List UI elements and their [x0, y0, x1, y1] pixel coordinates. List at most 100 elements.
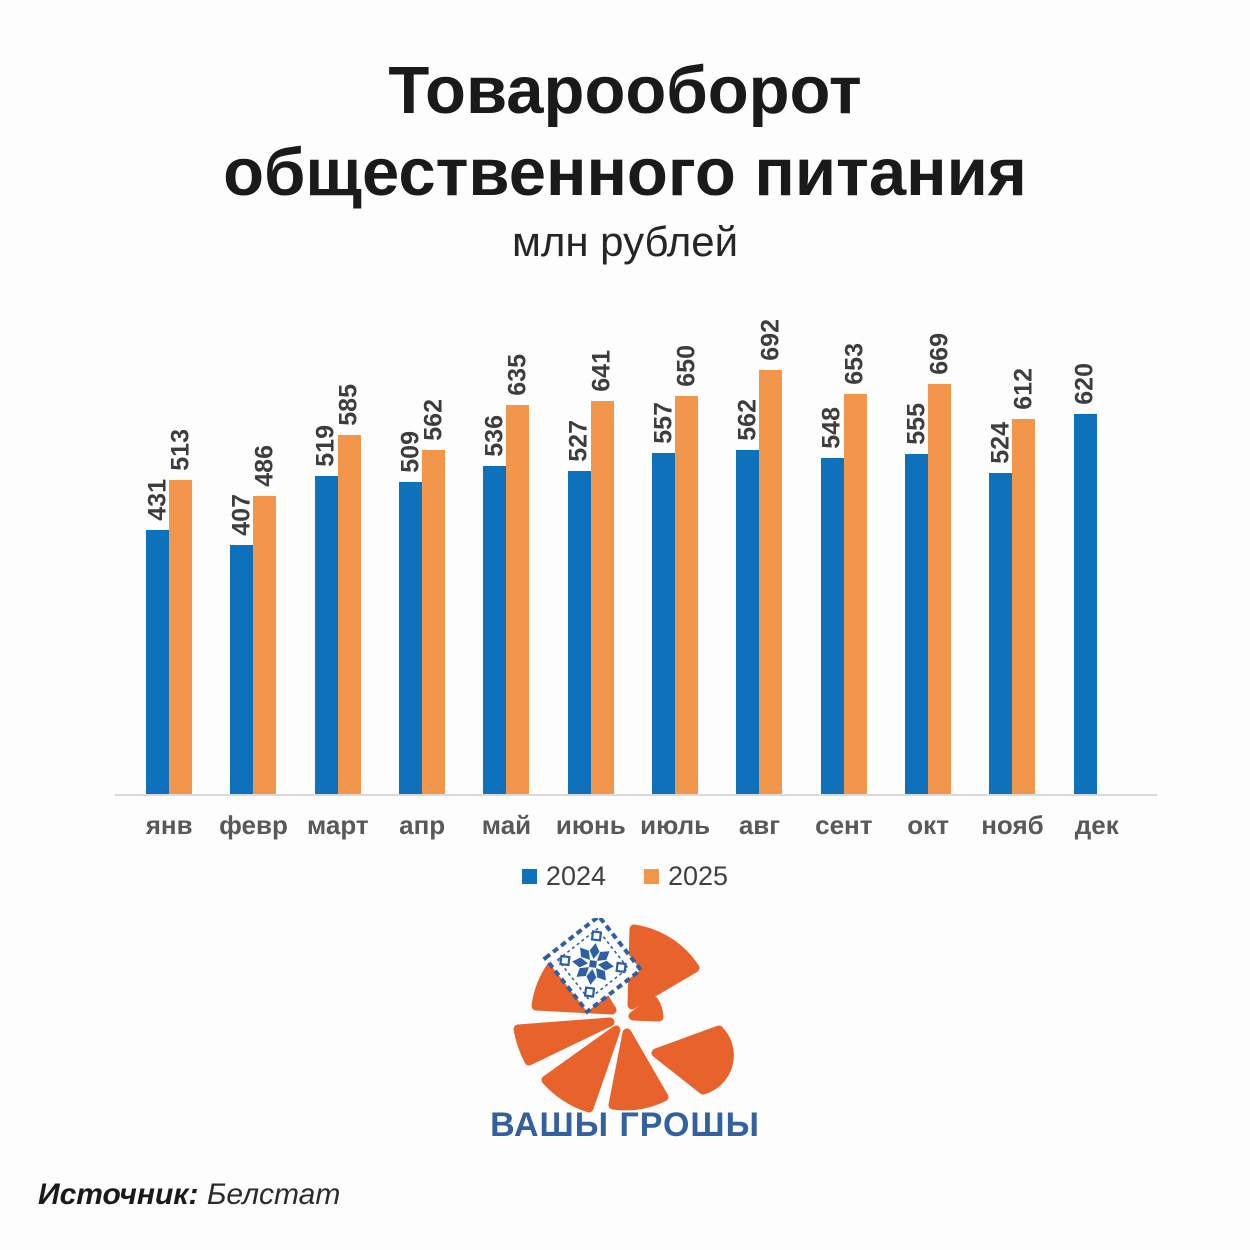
bar-value-label: 612 — [1009, 368, 1038, 410]
ornament-corner-squares — [559, 930, 627, 998]
bar-group-июнь: 527 641 — [549, 350, 633, 794]
bar-2025-июль: 650 — [672, 345, 700, 794]
bar-value-label: 669 — [925, 333, 954, 375]
bar-pair-сент: 548 653 — [818, 343, 869, 794]
bar-2024-март: 519 — [312, 425, 340, 794]
chart-legend: 2024 2025 — [0, 861, 1250, 892]
bar-pair-февр: 407 486 — [227, 445, 278, 794]
legend-label: 2024 — [545, 861, 606, 891]
bar-value-label: 513 — [166, 429, 195, 471]
month-label-дек: дек — [1074, 810, 1119, 840]
legend-swatch-2024 — [521, 869, 537, 884]
bar-pair-июль: 557 650 — [649, 345, 700, 794]
chart-title: Товарооборот общественного питания — [0, 50, 1250, 214]
bar-pair-нояб: 524 612 — [986, 368, 1037, 794]
month-label-окт: окт — [907, 810, 949, 840]
bar-value-label: 527 — [564, 420, 593, 462]
bar-2025-нояб: 612 — [1009, 368, 1037, 794]
logo-wedge-bottom-right — [608, 1028, 669, 1111]
source-value: Белстат — [206, 1178, 341, 1211]
bar-value-label: 641 — [587, 350, 616, 392]
chart-title-line1: Товарооборот — [388, 53, 862, 128]
bar-group-февр: 407 486 — [211, 369, 295, 794]
bar-group-авг: 562 692 — [717, 319, 801, 794]
bar-pair-янв: 431 513 — [143, 429, 194, 794]
bar-pair-дек: 620 — [1071, 363, 1120, 794]
bar-chart-plot: 431 513 407 486 519 585 509 562 536 635 527 641 557 6… — [127, 319, 1139, 794]
logo-wedge-detached-right — [651, 1025, 734, 1095]
bar-value-label: 562 — [733, 399, 762, 441]
bar-pair-май: 536 635 — [480, 354, 531, 794]
legend-label: 2025 — [668, 861, 729, 891]
source-note: Источник: Белстат — [38, 1178, 340, 1212]
month-label-февр: февр — [219, 810, 288, 840]
bar-2024-апр: 509 — [396, 431, 424, 794]
month-label-июнь: июнь — [555, 810, 626, 840]
bar-2025-июнь: 641 — [588, 350, 616, 794]
bar-2025-окт: 669 — [925, 333, 953, 794]
bar-2024-окт: 555 — [902, 403, 930, 794]
bar-pair-март: 519 585 — [312, 384, 363, 794]
month-label-сент: сент — [815, 810, 873, 840]
logo-wordmark: ВАШЫ ГРОШЫ — [490, 1106, 760, 1144]
chart-title-line2: общественного питания — [223, 135, 1027, 210]
bar-2025-янв: 513 — [166, 429, 194, 794]
bar-group-дек: 620 — [1055, 363, 1139, 794]
bar-value-label: 519 — [311, 425, 340, 467]
bar-value-label: 653 — [840, 343, 869, 385]
chart-subtitle: млн рублей — [511, 218, 739, 265]
logo-wedge-small — [628, 996, 664, 1022]
bar-group-сент: 548 653 — [802, 343, 886, 794]
bar-value-label: 486 — [250, 445, 279, 487]
bar-value-label: 536 — [480, 415, 509, 457]
bar-2024-сент: 548 — [818, 407, 846, 794]
legend-item-2025: 2025 — [644, 861, 728, 892]
ornament-inner-border — [556, 927, 630, 1001]
bar-2024-май: 536 — [480, 415, 508, 794]
logo-wedge-bottom — [541, 1025, 621, 1113]
month-label-нояб: нояб — [981, 810, 1044, 840]
bar-2025-сент: 653 — [841, 343, 869, 794]
bar-value-label: 692 — [756, 319, 785, 361]
bar-2024-дек: 620 — [1071, 363, 1099, 794]
legend-item-2024: 2024 — [521, 861, 606, 892]
x-axis-labels: янв февр март апр май июнь июль авг сент окт нояб д… — [127, 808, 1139, 842]
bar-2025-апр: 562 — [419, 399, 447, 794]
bar-pair-окт: 555 669 — [902, 333, 953, 794]
legend-swatch-2025 — [644, 869, 659, 884]
bar-value-label: 407 — [227, 494, 256, 536]
bar-value-label: 524 — [986, 422, 1015, 464]
bar-group-нояб: 524 612 — [970, 368, 1054, 794]
x-axis-line — [115, 794, 1157, 796]
bar-2024-янв: 431 — [143, 479, 171, 794]
bar-pair-авг: 562 692 — [733, 319, 784, 794]
logo-ornament — [542, 918, 644, 1015]
bar-value-label: 620 — [1070, 363, 1099, 405]
bar-value-label: 557 — [649, 402, 678, 444]
bar-pair-апр: 509 562 — [396, 399, 447, 794]
month-label-июль: июль — [640, 810, 711, 840]
month-label-май: май — [481, 810, 532, 840]
source-label: Источник: — [38, 1178, 199, 1211]
vashy-groshy-logo-icon — [513, 918, 734, 1113]
bar-value-label: 585 — [334, 384, 363, 426]
bar-value-label: 431 — [143, 479, 172, 521]
month-label-март: март — [307, 810, 369, 840]
month-label-авг: авг — [738, 810, 781, 840]
bar-2024-авг: 562 — [733, 399, 761, 794]
logo-wedge-top — [627, 924, 700, 1010]
bar-group-март: 519 585 — [296, 369, 380, 794]
logo-wedge-left-bottom — [513, 1017, 615, 1066]
bar-2024-июнь: 527 — [565, 420, 593, 794]
bar-2024-февр: 407 — [227, 494, 255, 794]
month-label-апр: апр — [399, 810, 446, 840]
ornament-star — [572, 943, 614, 985]
bar-group-янв: 431 513 — [127, 369, 211, 794]
bar-value-label: 650 — [672, 345, 701, 387]
bar-value-label: 555 — [902, 403, 931, 445]
bar-2025-май: 635 — [503, 354, 531, 794]
bar-value-label: 548 — [817, 407, 846, 449]
bar-2025-март: 585 — [335, 384, 363, 794]
bar-group-июль: 557 650 — [633, 345, 717, 794]
